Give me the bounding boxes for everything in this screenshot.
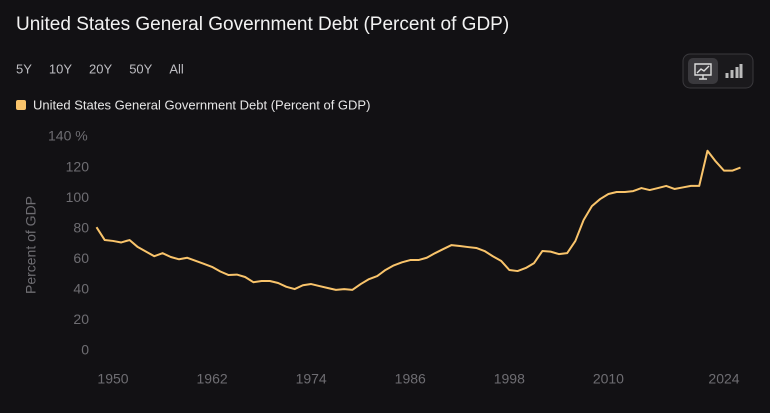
range-button[interactable]: 20Y — [89, 61, 112, 76]
x-tick-label: 1950 — [97, 371, 128, 387]
y-tick-label: 0 — [81, 342, 89, 358]
y-tick-label: 40 — [73, 281, 89, 297]
x-tick-label: 2010 — [593, 371, 624, 387]
y-axis-label: Percent of GDP — [23, 196, 39, 294]
range-button[interactable]: 5Y — [16, 61, 32, 76]
y-tick-label: 120 — [66, 158, 90, 174]
toolbar — [682, 53, 754, 89]
x-tick-label: 1986 — [395, 371, 426, 387]
chart-title: United States General Government Debt (P… — [16, 14, 509, 35]
data-line — [95, 149, 741, 291]
y-tick-label: 140 % — [48, 128, 88, 144]
range-button[interactable]: 50Y — [129, 61, 152, 76]
x-tick-label: 1998 — [494, 371, 525, 387]
x-tick-label: 1974 — [296, 371, 327, 387]
x-tick-label: 1962 — [197, 371, 228, 387]
legend-label: United States General Government Debt (P… — [33, 97, 370, 112]
x-tick-label: 2024 — [708, 371, 739, 387]
y-tick-label: 20 — [73, 311, 89, 327]
line-chart-icon — [694, 63, 712, 80]
y-tick-label: 100 — [66, 189, 90, 205]
range-button[interactable]: All — [169, 61, 184, 76]
y-tick-label: 60 — [73, 250, 89, 266]
bar-chart-button[interactable] — [725, 64, 743, 78]
y-tick-label: 80 — [73, 219, 89, 235]
range-button[interactable]: 10Y — [49, 61, 72, 76]
legend-swatch — [16, 100, 26, 110]
